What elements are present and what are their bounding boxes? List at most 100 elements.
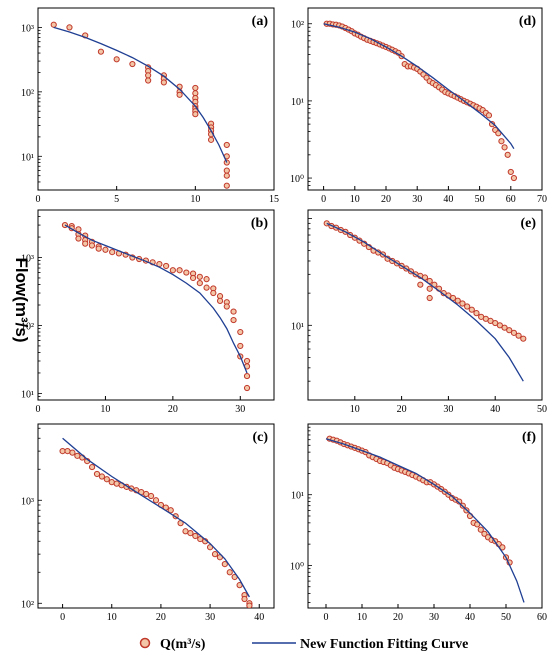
x-tick-label: 10 (107, 612, 117, 623)
data-point (456, 498, 463, 505)
legend-marker-icon (139, 637, 151, 649)
data-point (496, 322, 503, 329)
x-tick-label: 40 (254, 612, 264, 623)
data-point (507, 168, 514, 176)
panel-label: (c) (252, 430, 268, 445)
x-tick-label: 20 (156, 612, 166, 623)
y-tick-label: 10⁰ (290, 561, 304, 572)
data-point (102, 246, 109, 253)
data-point (230, 308, 237, 315)
y-tick-label: 10¹ (291, 97, 304, 108)
data-point (103, 476, 110, 483)
panel-a: 0 5 10 15 10¹ 10² 10³ (a) (21, 7, 279, 205)
data-point (499, 544, 506, 551)
data-point (221, 561, 228, 568)
plot-frame (37, 209, 275, 401)
data-point (243, 384, 251, 392)
y-axis-label-text: Flow(m³/s) (12, 258, 31, 343)
data-point (426, 285, 433, 292)
plot-frame (307, 423, 543, 609)
x-tick-label: 20 (393, 612, 403, 623)
legend-label-q: Q(m³/s) (160, 637, 206, 652)
data-point (82, 240, 89, 247)
data-point (61, 221, 69, 229)
data-point (203, 284, 210, 291)
data-point (216, 297, 224, 304)
data-point (474, 521, 481, 528)
data-point (187, 530, 194, 537)
fitting-curve (325, 438, 525, 603)
panel-f: 0 10 20 30 40 50 60 10⁰ 10¹ (f) (290, 423, 547, 623)
plot-frame (37, 7, 275, 191)
data-point (485, 112, 493, 119)
data-point (223, 303, 230, 310)
data-point (145, 72, 152, 79)
data-point (143, 490, 150, 498)
panel-label: (f) (522, 430, 536, 445)
data-point (203, 276, 210, 283)
plot-frame (307, 7, 543, 191)
plot-area (50, 21, 230, 189)
data-point (64, 448, 71, 455)
x-tick-label: 50 (501, 612, 511, 623)
legend: Q(m³/s) New Function Fitting Curve (139, 637, 468, 652)
x-tick-label: 10 (357, 612, 367, 623)
panel-label: (e) (520, 216, 536, 231)
plot-area (59, 437, 253, 608)
data-point (510, 174, 518, 182)
data-point (98, 473, 106, 480)
data-point (449, 294, 457, 302)
x-tick-label: 40 (443, 194, 453, 205)
data-point (211, 551, 219, 558)
x-tick-label: 10 (350, 194, 360, 205)
data-point (230, 316, 237, 324)
data-point (75, 235, 82, 242)
data-point (223, 182, 230, 189)
data-point (506, 327, 513, 334)
data-point (160, 79, 167, 86)
data-point (206, 544, 214, 551)
x-tick-label: 20 (381, 194, 391, 205)
y-tick-label: 10² (21, 599, 34, 610)
data-point (498, 138, 505, 145)
panel-label: (d) (519, 14, 536, 29)
data-point (237, 328, 244, 336)
data-point (197, 535, 204, 543)
data-point (66, 24, 73, 31)
data-point (192, 532, 199, 540)
data-point (473, 310, 480, 317)
data-point (520, 335, 527, 342)
data-point (241, 595, 248, 603)
panel-label: (a) (252, 14, 269, 29)
data-point (488, 121, 496, 128)
x-tick-label: 60 (537, 612, 547, 623)
data-point (246, 602, 253, 608)
data-point (481, 530, 488, 537)
x-tick-label: 20 (168, 404, 178, 415)
y-tick-label: 10¹ (291, 491, 304, 502)
x-tick-label: 30 (429, 612, 439, 623)
y-tick-label: 10³ (21, 496, 34, 507)
panel-e: 10 20 30 40 50 10¹ (e) (291, 209, 547, 415)
data-point (515, 332, 522, 339)
x-tick-label: 0 (321, 194, 326, 205)
data-point (192, 111, 199, 118)
plot-area (323, 220, 527, 382)
y-tick-label: 10¹ (21, 389, 34, 400)
x-tick-label: 70 (537, 194, 547, 205)
data-point (176, 91, 183, 98)
data-point (210, 289, 217, 297)
data-point (223, 159, 230, 166)
x-tick-label: 30 (412, 194, 422, 205)
data-point (196, 280, 203, 287)
panel-c: 0 10 20 30 40 10² 10³ (c) (21, 423, 275, 623)
data-point (196, 273, 203, 280)
data-point (93, 470, 101, 478)
plot-area (61, 221, 251, 392)
x-tick-label: 30 (235, 404, 245, 415)
x-tick-label: 40 (490, 404, 500, 415)
x-tick-label: 0 (60, 612, 65, 623)
y-tick-label: 10² (21, 321, 34, 332)
y-tick-label: 10¹ (291, 321, 304, 332)
